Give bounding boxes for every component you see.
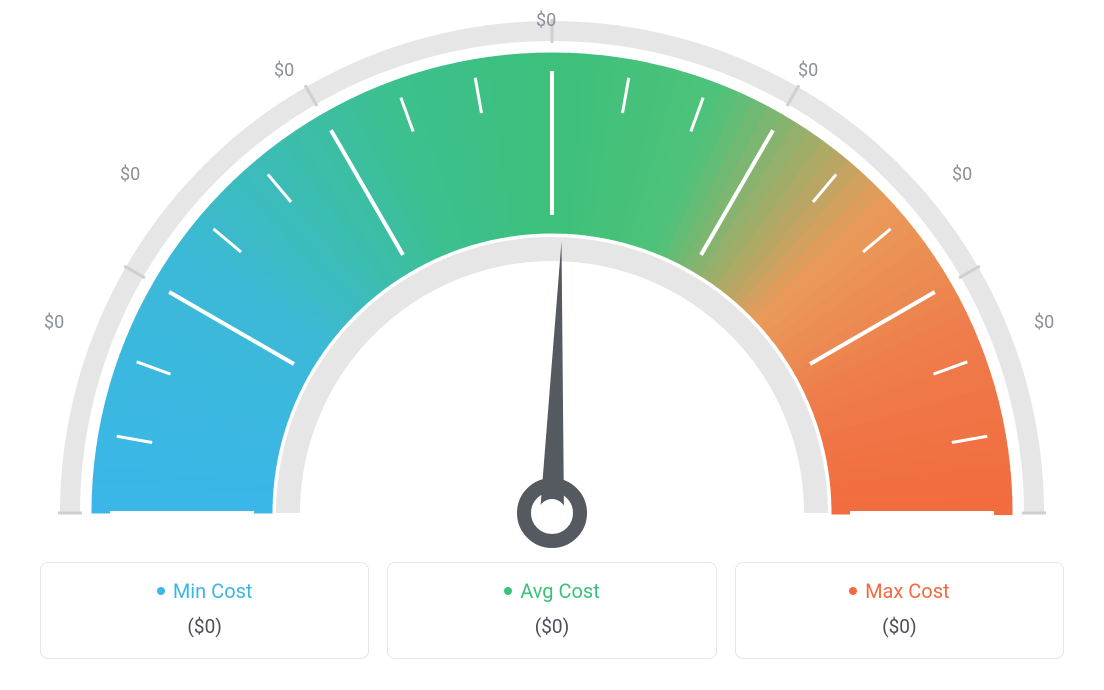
gauge-scale-label: $0 xyxy=(120,164,140,185)
legend-value-min: ($0) xyxy=(51,615,358,638)
gauge-scale-label: $0 xyxy=(1034,312,1054,333)
legend-dot-min xyxy=(157,587,165,595)
gauge-chart: $0 $0 $0 $0 $0 $0 $0 xyxy=(36,0,1068,560)
legend-label-avg: Avg Cost xyxy=(520,579,600,603)
legend-row: Min Cost ($0) Avg Cost ($0) Max Cost ($0… xyxy=(36,562,1068,659)
legend-label-min: Min Cost xyxy=(173,579,253,603)
legend-title-min: Min Cost xyxy=(157,579,253,603)
legend-dot-max xyxy=(849,587,857,595)
legend-dot-avg xyxy=(504,587,512,595)
gauge-scale-label: $0 xyxy=(798,60,818,81)
legend-label-max: Max Cost xyxy=(865,579,950,603)
legend-value-avg: ($0) xyxy=(398,615,705,638)
gauge-scale-label: $0 xyxy=(536,10,556,31)
legend-title-avg: Avg Cost xyxy=(504,579,600,603)
legend-value-max: ($0) xyxy=(746,615,1053,638)
legend-card-avg: Avg Cost ($0) xyxy=(387,562,716,659)
gauge-svg xyxy=(37,8,1067,568)
gauge-scale-label: $0 xyxy=(44,312,64,333)
legend-card-max: Max Cost ($0) xyxy=(735,562,1064,659)
legend-card-min: Min Cost ($0) xyxy=(40,562,369,659)
legend-title-max: Max Cost xyxy=(849,579,950,603)
gauge-scale-label: $0 xyxy=(952,164,972,185)
gauge-scale-label: $0 xyxy=(274,60,294,81)
